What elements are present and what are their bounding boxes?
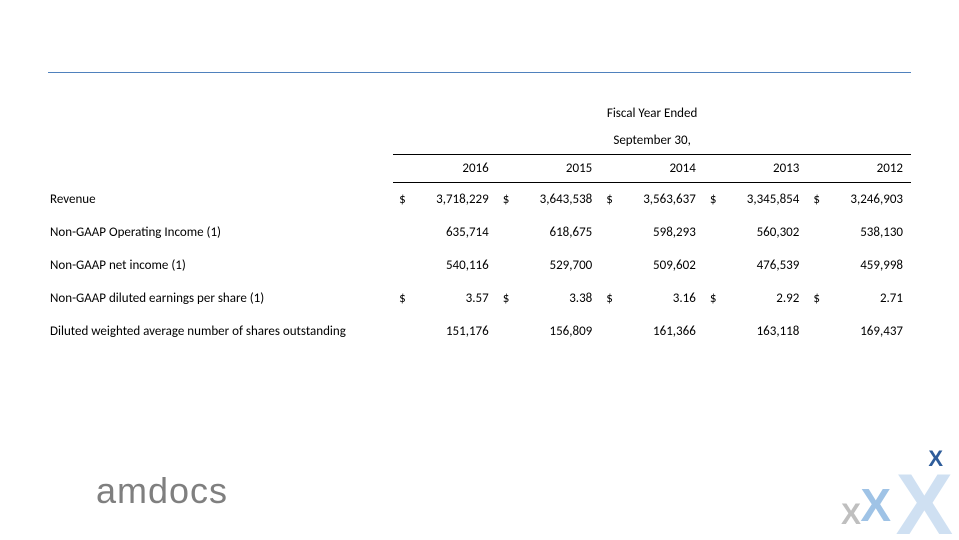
row-label: Non-GAAP Operating Income (1)	[48, 216, 393, 249]
row-sym: $	[393, 282, 416, 315]
row-val: 169,437	[831, 315, 911, 348]
financial-table-wrap: Fiscal Year Ended September 30, 2016 201…	[48, 100, 911, 348]
row-val: 3,345,854	[727, 183, 807, 217]
financial-table: Fiscal Year Ended September 30, 2016 201…	[48, 100, 911, 348]
row-sym: $	[704, 183, 727, 217]
x-icon: X	[860, 482, 891, 528]
table-row: Revenue $ 3,718,229 $ 3,643,538 $ 3,563,…	[48, 183, 911, 217]
year-1: 2015	[520, 155, 600, 183]
row-val: 476,539	[727, 249, 807, 282]
row-val: 560,302	[727, 216, 807, 249]
row-sym	[704, 216, 727, 249]
row-sym: $	[497, 183, 520, 217]
row-sym	[497, 249, 520, 282]
row-val: 3,718,229	[416, 183, 496, 217]
row-val: 3,563,637	[624, 183, 704, 217]
row-val: 3.38	[520, 282, 600, 315]
row-val: 151,176	[416, 315, 496, 348]
table-row: Non-GAAP Operating Income (1) 635,714 61…	[48, 216, 911, 249]
row-label: Non-GAAP net income (1)	[48, 249, 393, 282]
row-sym	[600, 216, 623, 249]
row-sym	[807, 216, 830, 249]
decorative-x-cluster: X X X X	[837, 440, 947, 530]
year-spacer	[48, 155, 393, 183]
row-label: Diluted weighted average number of share…	[48, 315, 393, 348]
row-val: 618,675	[520, 216, 600, 249]
x-icon: X	[896, 462, 953, 540]
row-val: 3,643,538	[520, 183, 600, 217]
row-val: 635,714	[416, 216, 496, 249]
row-val: 529,700	[520, 249, 600, 282]
row-val: 538,130	[831, 216, 911, 249]
row-sym	[704, 315, 727, 348]
table-row: Non-GAAP diluted earnings per share (1) …	[48, 282, 911, 315]
row-sym	[393, 315, 416, 348]
row-val: 2.71	[831, 282, 911, 315]
row-sym	[600, 249, 623, 282]
row-label: Non-GAAP diluted earnings per share (1)	[48, 282, 393, 315]
row-sym	[807, 249, 830, 282]
row-val: 509,602	[624, 249, 704, 282]
row-sym: $	[807, 183, 830, 217]
header-spacer-2	[48, 127, 393, 155]
row-sym: $	[600, 183, 623, 217]
row-val: 2.92	[727, 282, 807, 315]
row-sym	[704, 249, 727, 282]
header-spacer	[48, 100, 393, 127]
year-4: 2012	[831, 155, 911, 183]
year-sym-4	[807, 155, 830, 183]
row-sym: $	[704, 282, 727, 315]
row-val: 3,246,903	[831, 183, 911, 217]
year-sym-1	[497, 155, 520, 183]
year-sym-2	[600, 155, 623, 183]
row-sym	[497, 315, 520, 348]
row-sym: $	[393, 183, 416, 217]
row-val: 163,118	[727, 315, 807, 348]
row-val: 156,809	[520, 315, 600, 348]
row-sym	[393, 249, 416, 282]
top-rule	[48, 72, 911, 73]
row-val: 3.16	[624, 282, 704, 315]
x-icon: X	[841, 500, 861, 530]
x-icon: X	[928, 448, 943, 470]
row-sym: $	[497, 282, 520, 315]
year-0: 2016	[416, 155, 496, 183]
year-3: 2013	[727, 155, 807, 183]
table-row: Non-GAAP net income (1) 540,116 529,700 …	[48, 249, 911, 282]
year-sym-0	[393, 155, 416, 183]
table-body: Revenue $ 3,718,229 $ 3,643,538 $ 3,563,…	[48, 183, 911, 349]
row-sym	[600, 315, 623, 348]
row-val: 598,293	[624, 216, 704, 249]
row-val: 459,998	[831, 249, 911, 282]
header-title: Fiscal Year Ended	[393, 100, 911, 127]
year-row: 2016 2015 2014 2013 2012	[48, 155, 911, 183]
year-sym-3	[704, 155, 727, 183]
header-subtitle: September 30,	[393, 127, 911, 155]
row-sym: $	[600, 282, 623, 315]
row-val: 540,116	[416, 249, 496, 282]
table-row: Diluted weighted average number of share…	[48, 315, 911, 348]
row-val: 161,366	[624, 315, 704, 348]
row-sym	[393, 216, 416, 249]
year-2: 2014	[624, 155, 704, 183]
row-sym	[807, 315, 830, 348]
row-sym: $	[807, 282, 830, 315]
row-sym	[497, 216, 520, 249]
row-val: 3.57	[416, 282, 496, 315]
brand-logo: amdocs	[96, 470, 228, 512]
row-label: Revenue	[48, 183, 393, 217]
